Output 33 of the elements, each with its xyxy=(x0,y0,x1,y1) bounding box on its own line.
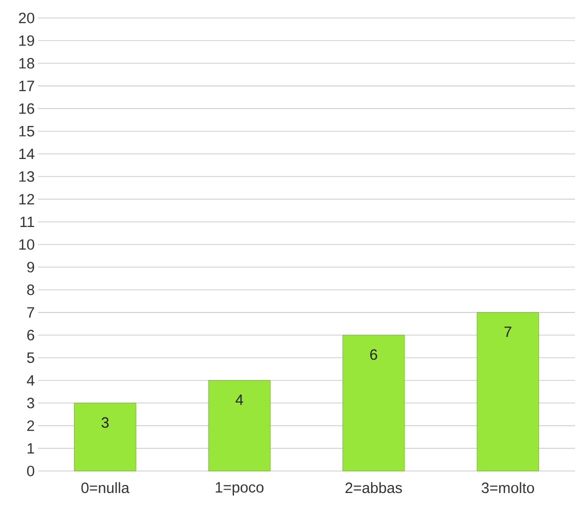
y-tick-label: 11 xyxy=(20,216,34,227)
x-tick-label: 1=poco xyxy=(216,482,264,496)
y-tick-label: 12 xyxy=(19,194,34,204)
x-tick-label: 3=molto xyxy=(482,482,534,494)
bar xyxy=(342,334,405,472)
y-tick-label: 0 xyxy=(27,466,34,476)
y-tick-label: 17 xyxy=(19,80,34,92)
y-tick-label: 14 xyxy=(19,148,34,160)
data-label: 3 xyxy=(102,417,109,428)
y-tick-label: 20 xyxy=(18,12,34,24)
y-tick-label: 7 xyxy=(27,307,34,318)
data-label: 7 xyxy=(504,326,512,337)
bar xyxy=(74,402,136,472)
y-tick-label: 5 xyxy=(27,352,34,363)
y-tick-label: 3 xyxy=(27,398,34,408)
y-tick-label: 2 xyxy=(27,420,34,431)
bar xyxy=(476,312,539,472)
y-tick-label: 16 xyxy=(19,103,34,114)
data-label: 6 xyxy=(370,349,378,360)
y-tick-label: 15 xyxy=(19,126,34,136)
y-tick-label: 13 xyxy=(19,171,34,182)
y-tick-label: 9 xyxy=(27,262,34,272)
y-tick-label: 1 xyxy=(28,443,34,454)
y-tick-label: 18 xyxy=(19,58,34,69)
x-tick-label: 2=abbas xyxy=(346,482,402,494)
y-tick-label: 6 xyxy=(27,330,34,340)
x-tick-label: 0=nulla xyxy=(81,482,130,494)
y-tick-label: 10 xyxy=(19,239,34,250)
y-tick-label: 8 xyxy=(27,284,34,296)
y-tick-label: 19 xyxy=(19,35,34,46)
y-tick-label: 4 xyxy=(26,375,34,386)
bar xyxy=(208,380,270,472)
data-label: 4 xyxy=(236,394,244,405)
